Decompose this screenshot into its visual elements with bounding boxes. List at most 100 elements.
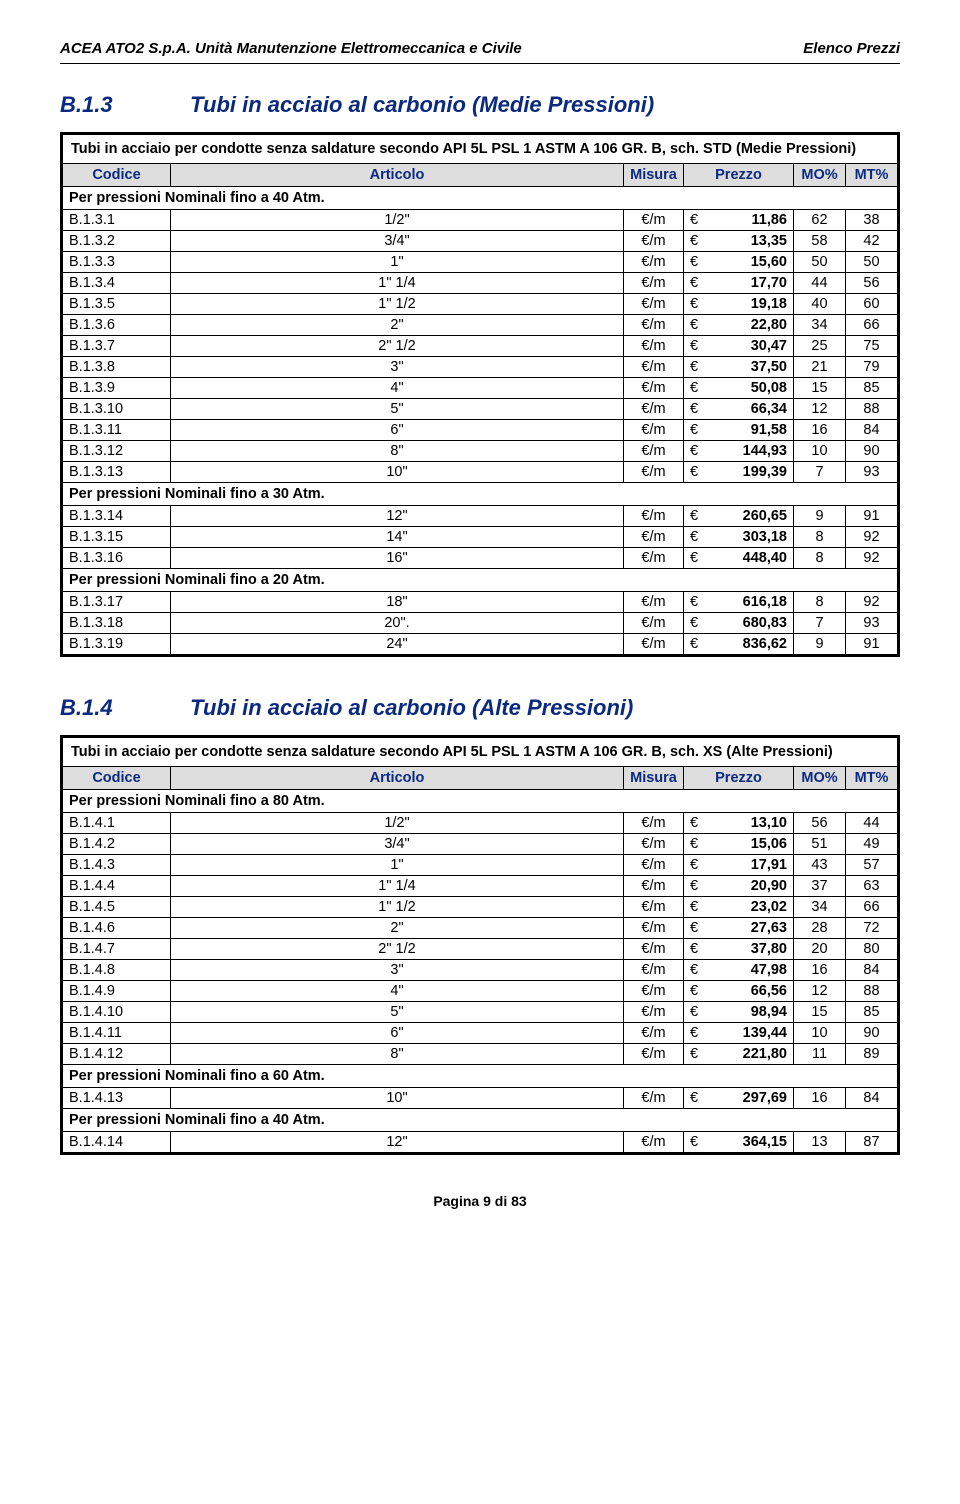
cell-mt: 66 <box>846 897 898 918</box>
cell-mo: 12 <box>794 399 846 420</box>
group-label: Per pressioni Nominali fino a 20 Atm. <box>63 569 898 592</box>
table-row: B.1.4.11/2"€/m€13,105644 <box>63 813 898 834</box>
cell-articolo: 3" <box>171 357 624 378</box>
cell-prezzo: €50,08 <box>684 378 794 399</box>
cell-code: B.1.4.8 <box>63 960 171 981</box>
table-row: B.1.3.1820".€/m€680,83793 <box>63 613 898 634</box>
col-mt: MT% <box>846 164 898 187</box>
cell-mt: 50 <box>846 252 898 273</box>
cell-prezzo: €19,18 <box>684 294 794 315</box>
cell-articolo: 3/4" <box>171 834 624 855</box>
cell-prezzo: €13,35 <box>684 231 794 252</box>
cell-mo: 11 <box>794 1044 846 1065</box>
cell-prezzo: €15,60 <box>684 252 794 273</box>
cell-articolo: 8" <box>171 1044 624 1065</box>
cell-mo: 15 <box>794 1002 846 1023</box>
cell-prezzo: €13,10 <box>684 813 794 834</box>
cell-code: B.1.3.7 <box>63 336 171 357</box>
cell-misura: €/m <box>624 960 684 981</box>
cell-prezzo: €23,02 <box>684 897 794 918</box>
col-prezzo: Prezzo <box>684 767 794 790</box>
cell-mo: 7 <box>794 613 846 634</box>
cell-code: B.1.3.12 <box>63 441 171 462</box>
table-row: B.1.3.128"€/m€144,931090 <box>63 441 898 462</box>
cell-prezzo: €680,83 <box>684 613 794 634</box>
cell-prezzo: €17,70 <box>684 273 794 294</box>
price-table: Tubi in acciaio per condotte senza salda… <box>62 134 898 655</box>
cell-misura: €/m <box>624 462 684 483</box>
cell-mt: 84 <box>846 1088 898 1109</box>
cell-mt: 49 <box>846 834 898 855</box>
group-label: Per pressioni Nominali fino a 30 Atm. <box>63 483 898 506</box>
cell-misura: €/m <box>624 634 684 655</box>
cell-prezzo: €616,18 <box>684 592 794 613</box>
cell-code: B.1.3.1 <box>63 210 171 231</box>
cell-articolo: 1" <box>171 252 624 273</box>
table-row: B.1.3.94"€/m€50,081585 <box>63 378 898 399</box>
table-row: B.1.3.31"€/m€15,605050 <box>63 252 898 273</box>
cell-mo: 9 <box>794 634 846 655</box>
cell-mt: 89 <box>846 1044 898 1065</box>
cell-misura: €/m <box>624 813 684 834</box>
cell-mt: 84 <box>846 960 898 981</box>
table-row: B.1.4.31"€/m€17,914357 <box>63 855 898 876</box>
col-articolo: Articolo <box>171 767 624 790</box>
cell-code: B.1.3.2 <box>63 231 171 252</box>
page-footer: Pagina 9 di 83 <box>60 1193 900 1209</box>
cell-mo: 44 <box>794 273 846 294</box>
cell-code: B.1.4.7 <box>63 939 171 960</box>
cell-articolo: 2" <box>171 918 624 939</box>
cell-mo: 43 <box>794 855 846 876</box>
cell-prezzo: €17,91 <box>684 855 794 876</box>
cell-code: B.1.3.5 <box>63 294 171 315</box>
cell-mo: 25 <box>794 336 846 357</box>
cell-mo: 8 <box>794 548 846 569</box>
cell-mo: 62 <box>794 210 846 231</box>
table-row: B.1.3.51" 1/2€/m€19,184060 <box>63 294 898 315</box>
cell-mo: 8 <box>794 592 846 613</box>
cell-misura: €/m <box>624 294 684 315</box>
cell-mt: 92 <box>846 548 898 569</box>
cell-misura: €/m <box>624 378 684 399</box>
cell-prezzo: €260,65 <box>684 506 794 527</box>
cell-mo: 34 <box>794 315 846 336</box>
col-misura: Misura <box>624 164 684 187</box>
cell-misura: €/m <box>624 210 684 231</box>
table-row: B.1.4.105"€/m€98,941585 <box>63 1002 898 1023</box>
table-row: B.1.4.1412"€/m€364,151387 <box>63 1132 898 1153</box>
cell-code: B.1.3.13 <box>63 462 171 483</box>
table-row: B.1.4.94"€/m€66,561288 <box>63 981 898 1002</box>
cell-articolo: 6" <box>171 1023 624 1044</box>
cell-code: B.1.3.16 <box>63 548 171 569</box>
cell-misura: €/m <box>624 981 684 1002</box>
section-description: Tubi in acciaio per condotte senza salda… <box>63 738 898 767</box>
cell-misura: €/m <box>624 336 684 357</box>
header-rule <box>60 63 900 64</box>
cell-code: B.1.3.9 <box>63 378 171 399</box>
table-row: B.1.4.116"€/m€139,441090 <box>63 1023 898 1044</box>
table-row: B.1.3.1924"€/m€836,62991 <box>63 634 898 655</box>
cell-articolo: 1" 1/2 <box>171 294 624 315</box>
cell-mo: 56 <box>794 813 846 834</box>
cell-mt: 80 <box>846 939 898 960</box>
col-codice: Codice <box>63 767 171 790</box>
cell-code: B.1.4.14 <box>63 1132 171 1153</box>
cell-articolo: 16" <box>171 548 624 569</box>
section-block: Tubi in acciaio per condotte senza salda… <box>60 735 900 1155</box>
cell-articolo: 12" <box>171 506 624 527</box>
section-title: Tubi in acciaio al carbonio (Medie Press… <box>190 92 654 118</box>
cell-misura: €/m <box>624 441 684 462</box>
cell-articolo: 3/4" <box>171 231 624 252</box>
cell-mt: 91 <box>846 506 898 527</box>
cell-articolo: 1" <box>171 855 624 876</box>
cell-code: B.1.4.10 <box>63 1002 171 1023</box>
cell-code: B.1.4.13 <box>63 1088 171 1109</box>
cell-code: B.1.4.4 <box>63 876 171 897</box>
cell-mo: 58 <box>794 231 846 252</box>
cell-mo: 20 <box>794 939 846 960</box>
table-row: B.1.3.23/4"€/m€13,355842 <box>63 231 898 252</box>
cell-prezzo: €66,34 <box>684 399 794 420</box>
cell-prezzo: €303,18 <box>684 527 794 548</box>
cell-mo: 12 <box>794 981 846 1002</box>
cell-mt: 57 <box>846 855 898 876</box>
